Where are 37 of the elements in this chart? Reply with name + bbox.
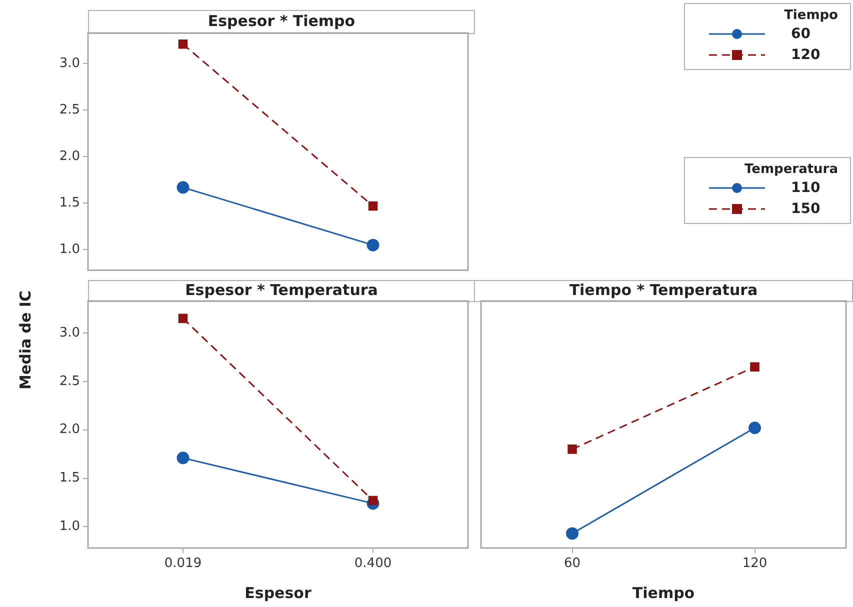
point bbox=[748, 422, 761, 434]
point bbox=[368, 496, 378, 506]
x-tick-label: 0.400 bbox=[354, 556, 392, 572]
legend-title: Temperatura bbox=[744, 162, 839, 177]
chart-title: Tiempo * Temperatura bbox=[474, 280, 853, 302]
point bbox=[566, 527, 578, 540]
legend-title: Tiempo bbox=[783, 8, 839, 23]
point bbox=[568, 444, 577, 454]
point bbox=[176, 452, 190, 464]
point bbox=[178, 40, 188, 49]
legend-label: 110 bbox=[790, 180, 820, 196]
chart-title: Espesor * Temperatura bbox=[88, 280, 475, 302]
legend-label: 60 bbox=[790, 26, 810, 42]
legend-label: 150 bbox=[790, 200, 820, 216]
x-axis-title: Tiempo bbox=[632, 584, 695, 602]
y-tick-label: 2.0 bbox=[59, 422, 80, 438]
y-tick-label: 2.5 bbox=[59, 102, 80, 118]
y-tick-label: 3.0 bbox=[59, 56, 80, 72]
point bbox=[368, 201, 378, 211]
y-tick-label: 3.0 bbox=[59, 325, 80, 340]
point bbox=[366, 238, 380, 252]
y-tick-label: 1.0 bbox=[59, 519, 80, 534]
x-tick-label: 60 bbox=[564, 556, 581, 572]
y-tick-label: 1.5 bbox=[59, 196, 80, 211]
y-tick-label: 1.0 bbox=[59, 242, 80, 258]
x-axis-title: Espesor bbox=[244, 584, 312, 602]
point bbox=[178, 314, 188, 324]
x-tick-label: 0.019 bbox=[164, 556, 202, 572]
point bbox=[750, 362, 760, 372]
point bbox=[176, 181, 190, 194]
x-tick-label: 120 bbox=[742, 556, 768, 572]
y-tick-label: 2.5 bbox=[59, 374, 80, 389]
y-tick-label: 2.0 bbox=[59, 149, 80, 164]
y-tick-label: 1.5 bbox=[59, 470, 80, 486]
legend-label: 120 bbox=[790, 46, 820, 62]
chart-title: Espesor * Tiempo bbox=[88, 10, 475, 34]
y-axis-title: Media de IC bbox=[16, 290, 34, 390]
